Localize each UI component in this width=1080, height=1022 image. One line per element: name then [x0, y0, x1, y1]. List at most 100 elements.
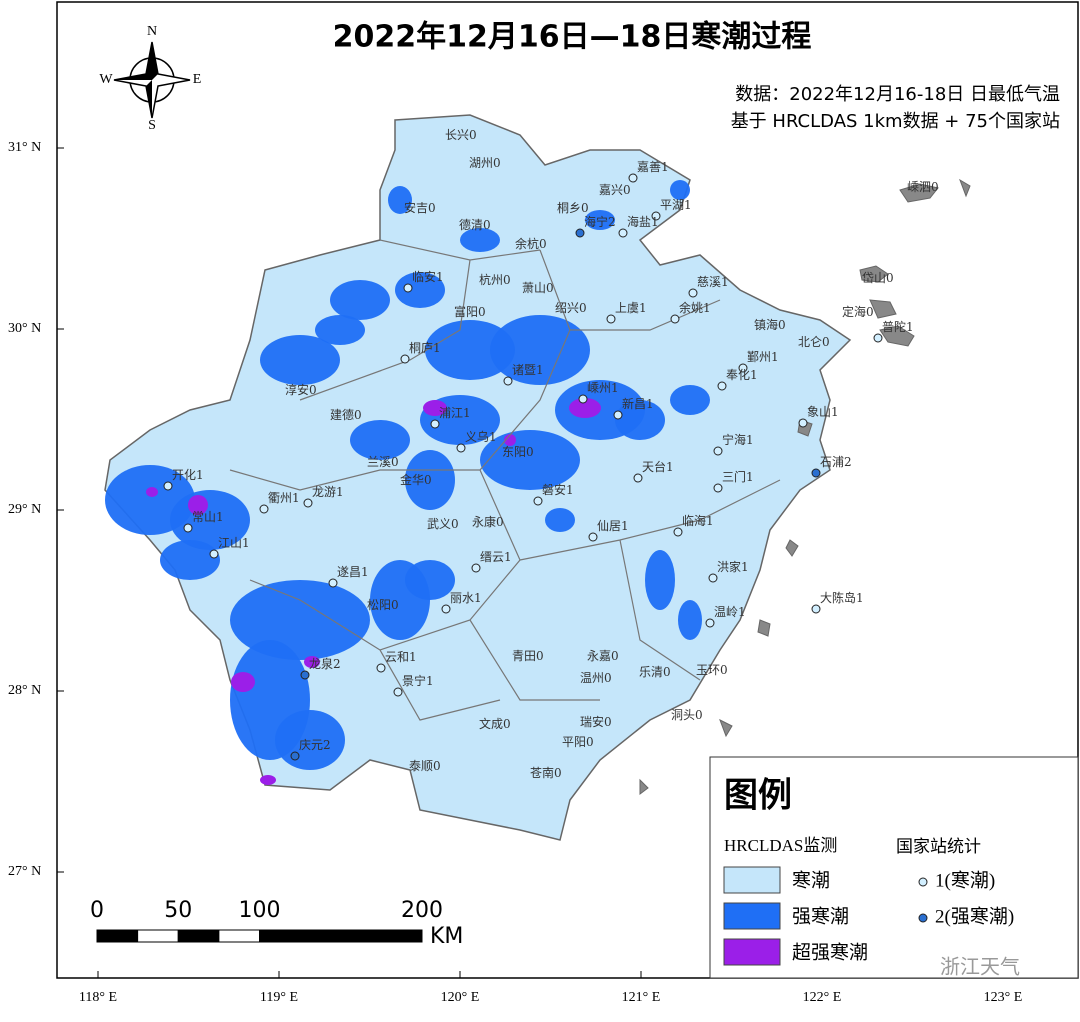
station-dot	[430, 419, 440, 429]
station-value: 1	[361, 565, 369, 579]
lon-label: 120° E	[441, 990, 480, 1005]
station-name: 松阳	[367, 598, 391, 612]
station-name: 泰顺	[409, 759, 433, 773]
legend-label: 超强寒潮	[792, 942, 868, 964]
station-name: 萧山	[522, 281, 546, 295]
station-label: 常山1	[192, 510, 224, 524]
station-label: 仙居1	[597, 519, 629, 533]
station-label: 湖州0	[469, 155, 501, 170]
station-value: 0	[483, 218, 491, 232]
station-value: 1	[463, 406, 471, 420]
station-name: 义乌	[465, 429, 489, 444]
station-name: 兰溪	[367, 455, 391, 469]
station-value: 0	[778, 318, 786, 332]
station-name: 诸暨	[512, 363, 536, 377]
station-value: 1	[646, 397, 654, 411]
station-name: 永康	[472, 514, 496, 529]
station-value: 2	[323, 738, 331, 752]
station-dot	[618, 228, 628, 238]
station-label: 天台1	[642, 459, 674, 474]
station-name: 绍兴	[555, 301, 579, 315]
station-value: 0	[478, 305, 486, 319]
station-value: 0	[354, 408, 362, 422]
lon-label: 123° E	[984, 990, 1023, 1005]
station-name: 象山	[807, 405, 831, 419]
station-label: 宁海1	[722, 432, 754, 447]
lon-label: 122° E	[803, 990, 842, 1005]
station-label: 松阳0	[367, 598, 399, 612]
legend-station-label: 1(寒潮)	[935, 869, 995, 891]
station-label: 武义0	[427, 517, 459, 531]
station-dot	[670, 314, 680, 324]
station-value: 1	[906, 320, 914, 334]
station-name: 建德	[330, 407, 354, 422]
extreme-cold-area	[260, 775, 276, 785]
station-label: 嘉善1	[637, 159, 669, 174]
station-label: 瑞安0	[580, 714, 612, 729]
station-name: 桐乡	[557, 201, 581, 215]
station-name: 湖州	[469, 155, 493, 170]
strong-cold-area	[615, 400, 665, 440]
station-value: 0	[663, 665, 671, 679]
legend-label: 强寒潮	[792, 906, 849, 928]
scale-unit: KM	[430, 924, 463, 949]
station-value: 0	[586, 735, 594, 749]
station-name: 乐清	[639, 665, 663, 679]
station-value: 0	[720, 663, 728, 677]
station-name: 云和	[385, 650, 409, 664]
station-dot	[578, 394, 588, 404]
station-dot	[441, 604, 451, 614]
station-label: 江山1	[218, 536, 250, 550]
strong-cold-area	[395, 272, 445, 308]
lat-label: 29° N	[8, 502, 41, 517]
station-value: 1	[426, 674, 434, 688]
station-dot	[811, 468, 821, 478]
station-value: 1	[750, 368, 758, 382]
station-value: 0	[433, 759, 441, 773]
station-dot	[673, 527, 683, 537]
station-value: 0	[451, 517, 459, 531]
station-label: 景宁1	[402, 673, 434, 688]
station-dot	[471, 563, 481, 573]
station-name: 海宁	[584, 214, 608, 229]
station-dot	[303, 498, 313, 508]
station-value: 1	[611, 381, 619, 395]
station-name: 大陈岛	[820, 590, 856, 605]
station-label: 乐清0	[639, 665, 671, 679]
station-name: 平湖	[660, 197, 684, 212]
station-name: 富阳	[454, 304, 478, 319]
station-value: 1	[292, 491, 300, 505]
station-name: 苍南	[530, 765, 554, 780]
station-dot	[376, 663, 386, 673]
station-name: 上虞	[615, 301, 639, 315]
station-label: 永康0	[472, 514, 504, 529]
station-value: 1	[336, 485, 344, 499]
legend-swatch	[723, 866, 781, 894]
station-value: 0	[581, 201, 589, 215]
station-dot	[705, 618, 715, 628]
station-value: 1	[721, 275, 729, 289]
station-dot	[209, 549, 219, 559]
station-name: 新昌	[622, 396, 646, 411]
station-value: 1	[666, 460, 674, 474]
station-value: 0	[469, 128, 477, 142]
extreme-cold-area	[504, 434, 516, 446]
station-dot	[811, 604, 821, 614]
station-dot	[300, 670, 310, 680]
lat-label: 31° N	[8, 140, 41, 155]
station-dot	[183, 523, 193, 533]
station-value: 0	[623, 183, 631, 197]
station-name: 定海	[842, 304, 866, 319]
station-value: 0	[493, 156, 501, 170]
station-name: 余杭	[515, 236, 539, 251]
station-value: 1	[474, 591, 482, 605]
station-name: 开化	[172, 468, 196, 482]
extreme-cold-area	[569, 398, 601, 418]
legend-group: 国家站统计	[896, 837, 981, 857]
station-label: 大陈岛1	[820, 590, 864, 605]
station-name: 温岭	[714, 605, 738, 619]
station-dot	[290, 751, 300, 761]
strong-cold-area	[160, 540, 220, 580]
island-shapes	[639, 178, 971, 795]
